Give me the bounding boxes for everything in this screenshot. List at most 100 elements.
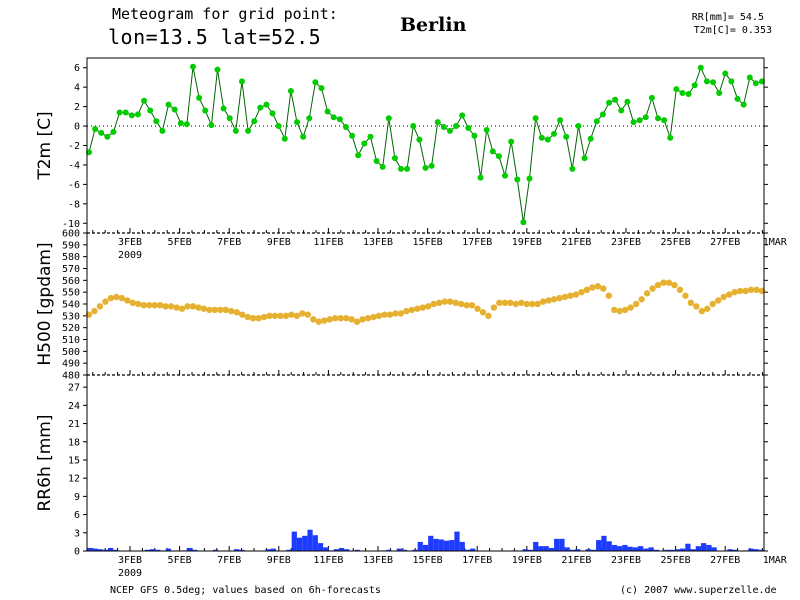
h500-point [660,279,667,286]
rr-bar [265,549,271,551]
rr-bar [533,541,539,551]
rr-bar [438,539,444,551]
t2m-point [465,125,472,131]
t2m-point [269,110,276,117]
t2m-point [214,66,221,73]
rr-bar [669,549,675,551]
h500-point [364,315,372,322]
rr-bar [92,548,98,551]
t2m-point [98,129,105,136]
t2m-point [208,122,215,129]
h500-point [151,301,158,309]
t2m-point [446,127,453,134]
t2m-point [502,172,509,179]
t2m-point [263,101,270,108]
x-tick-label: 11FEB [313,555,343,566]
t2m-point [159,127,166,134]
h500-point [321,317,328,324]
h500-point [561,293,569,301]
rr-bar [386,549,392,551]
h500-point [736,287,744,295]
h500-point [654,281,662,289]
t2m-point [416,136,423,143]
t2m-point [330,114,337,121]
h500-point [91,307,98,315]
t2m-point [710,79,717,86]
h500-point [156,301,164,309]
t2m-point [281,135,288,142]
h500-point [523,300,530,308]
title-line-1: Meteogram for grid point: [112,5,338,23]
rr-bar [632,547,639,551]
t2m-point [398,165,405,172]
h500-point [485,312,492,320]
h500-point [277,312,284,320]
t2m-point [422,164,429,171]
rr-bar [149,549,156,551]
x-year-label: 2009 [118,250,142,261]
x-tick-label: 1MAR [763,555,788,566]
t2m-point [300,133,307,140]
t2m-point [306,115,313,122]
h500-point [359,316,366,323]
t2m-point [630,119,637,126]
rr-bar [653,549,660,551]
t2m-point [355,152,362,159]
x-tick-label: 9FEB [267,555,291,566]
h500-point [572,291,580,298]
t2m-line [88,66,763,223]
t2m-point [361,140,368,147]
rr-bar [155,549,161,551]
h500-point [665,279,673,286]
h500-point [725,291,733,298]
t2m-point [557,117,564,124]
h500-point [594,283,602,290]
x-tick-label: 27FEB [710,237,740,248]
h500-point [414,305,421,312]
rr-bar [233,549,240,551]
t2m-point [532,115,539,122]
t2m-point [526,175,533,182]
y-tick-label: -6 [68,180,80,191]
t2m-point [336,116,343,123]
rr-bar [543,546,549,551]
rr-bar [191,549,198,551]
h500-point [178,305,186,312]
rr-bar [338,547,345,551]
rr-bar [648,547,654,551]
x-tick-label: 23FEB [611,555,641,566]
rr-bar [443,540,450,551]
t2m-point [104,133,111,140]
t2m-point [165,101,172,108]
rr-bar [459,541,465,551]
y-tick-label: -10 [62,219,80,230]
rr-bar [417,541,423,551]
y-tick-label: -2 [68,141,80,152]
t2m-point [550,130,557,137]
y-tick-label: 550 [62,288,80,299]
x-tick-label: 25FEB [661,237,691,248]
h500-point [550,296,558,303]
t2m-point [697,64,704,71]
t2m-point [275,123,282,130]
h500-point [742,287,749,295]
rr-bar [296,537,303,551]
t2m-point [728,78,735,85]
h500-point [747,286,755,293]
t2m-point [220,105,227,112]
t2m-point [495,153,502,160]
x-tick-label: 15FEB [413,237,443,248]
y-tick-label: 2 [74,102,80,113]
y-tick-label: 18 [68,437,80,448]
h500-point [600,285,607,292]
h500-point [507,299,514,307]
t2m-point [661,117,668,124]
y-tick-label: 490 [62,359,80,370]
rr-bar [433,538,439,551]
t2m-point [599,111,606,118]
rr-bar [97,549,103,551]
y-tick-label: 0 [74,547,80,558]
h500-point [457,300,465,308]
h500-point [135,300,142,308]
t2m-point [648,94,655,101]
